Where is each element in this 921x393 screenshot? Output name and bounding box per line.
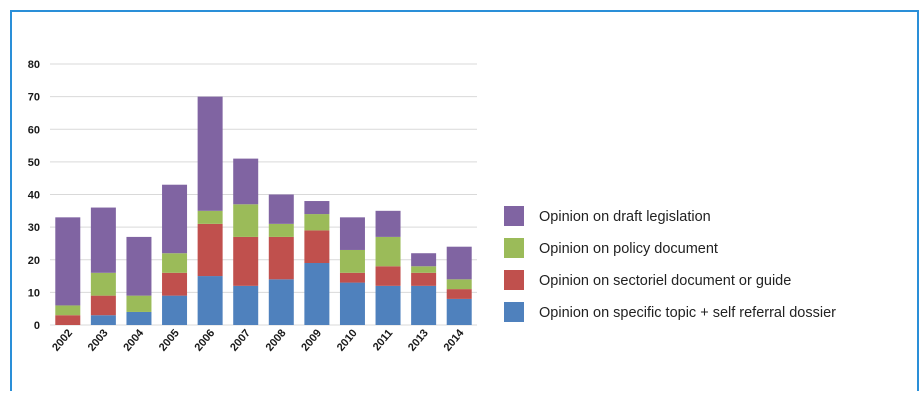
bar-segment-2010-s3	[339, 217, 365, 250]
x-tick-label: 2009	[299, 327, 324, 353]
bar-segment-2014-s3	[446, 246, 472, 280]
bar-segment-2011-s2	[375, 236, 401, 267]
bar-segment-2010-s1	[339, 272, 365, 283]
x-tick-label: 2002	[50, 327, 75, 353]
legend-label: Opinion on sectoriel document or guide	[539, 273, 791, 289]
bar-segment-2011-s0	[375, 285, 401, 325]
y-tick-label: 80	[28, 59, 40, 71]
legend-swatch	[504, 238, 524, 258]
bar-segment-2003-s2	[90, 272, 116, 296]
y-tick-label: 30	[28, 222, 40, 234]
bar-segment-2011-s1	[375, 266, 401, 286]
bar-segment-2006-s3	[197, 96, 223, 211]
bar-segment-2005-s0	[162, 295, 188, 325]
bar-segment-2004-s0	[126, 311, 152, 325]
bar-segment-2014-s2	[446, 279, 472, 290]
bar-segment-2007-s3	[233, 158, 259, 205]
bar-segment-2004-s3	[126, 236, 152, 296]
legend-label: Opinion on policy document	[539, 241, 718, 257]
y-tick-label: 70	[28, 92, 40, 104]
bar-segment-2006-s0	[197, 276, 223, 325]
x-tick-label: 2004	[121, 327, 146, 354]
bar-segment-2005-s1	[162, 272, 188, 296]
legend-swatch	[504, 302, 524, 322]
x-tick-label: 2003	[86, 327, 111, 353]
x-tick-label: 2011	[371, 327, 396, 353]
bar-segment-2008-s2	[268, 223, 294, 237]
bar-segment-2004-s2	[126, 295, 152, 312]
bar-segment-2010-s2	[339, 249, 365, 273]
bar-segment-2013-s3	[411, 253, 437, 267]
legend: Opinion on draft legislation Opinion on p…	[504, 206, 836, 322]
bar-segment-2008-s1	[268, 236, 294, 280]
x-tick-label: 2013	[406, 327, 431, 353]
bar-segment-2002-s1	[55, 315, 81, 325]
bar-segment-2014-s1	[446, 289, 472, 299]
x-tick-label: 2014	[442, 327, 467, 354]
bar-segment-2002-s3	[55, 217, 81, 306]
x-axis-ticks: 2002 2003 2004 2005 2006 2007 2008 2009 2010 2011…	[50, 327, 467, 354]
bar-segment-2005-s3	[162, 184, 188, 254]
bar-segment-2011-s3	[375, 210, 401, 237]
bar-segment-2006-s2	[197, 210, 223, 224]
grid-lines	[50, 63, 477, 326]
bar-segment-2007-s2	[233, 204, 259, 237]
legend-label: Opinion on draft legislation	[539, 209, 711, 225]
bar-segment-2003-s3	[90, 207, 116, 273]
bars	[55, 96, 472, 325]
bar-segment-2010-s0	[339, 282, 365, 325]
x-tick-label: 2006	[192, 327, 217, 353]
bar-segment-2014-s0	[446, 298, 472, 325]
legend-label: Opinion on specific topic + self referra…	[539, 305, 836, 321]
bar-segment-2009-s3	[304, 201, 330, 215]
x-tick-label: 2007	[228, 327, 253, 353]
y-tick-label: 10	[28, 287, 40, 299]
y-tick-label: 40	[28, 190, 40, 202]
legend-swatch	[504, 270, 524, 290]
bar-segment-2002-s2	[55, 305, 81, 316]
bar-segment-2013-s2	[411, 266, 437, 273]
bar-segment-2009-s2	[304, 214, 330, 231]
bar-segment-2007-s1	[233, 236, 259, 286]
y-tick-label: 0	[34, 320, 40, 332]
bar-segment-2009-s0	[304, 263, 330, 325]
bar-segment-2013-s1	[411, 272, 437, 286]
x-tick-label: 2008	[264, 327, 289, 353]
x-tick-label: 2010	[335, 327, 360, 353]
bar-segment-2007-s0	[233, 285, 259, 325]
y-tick-label: 50	[28, 157, 40, 169]
y-axis-ticks: 0 10 20 30 40 50 60 70 80	[28, 59, 40, 332]
y-tick-label: 20	[28, 255, 40, 267]
bar-segment-2008-s3	[268, 194, 294, 224]
chart-frame: 0 10 20 30 40 50 60 70 80 2002 2003 2004 2005 2006 20…	[10, 10, 919, 391]
bar-segment-2003-s0	[90, 315, 116, 325]
y-tick-label: 60	[28, 124, 40, 136]
bar-segment-2005-s2	[162, 253, 188, 273]
x-tick-label: 2005	[157, 327, 182, 353]
bar-segment-2006-s1	[197, 223, 223, 277]
bar-segment-2008-s0	[268, 279, 294, 325]
bar-segment-2003-s1	[90, 295, 116, 316]
legend-swatch	[504, 206, 524, 226]
bar-segment-2013-s0	[411, 285, 437, 325]
bar-segment-2009-s1	[304, 230, 330, 264]
